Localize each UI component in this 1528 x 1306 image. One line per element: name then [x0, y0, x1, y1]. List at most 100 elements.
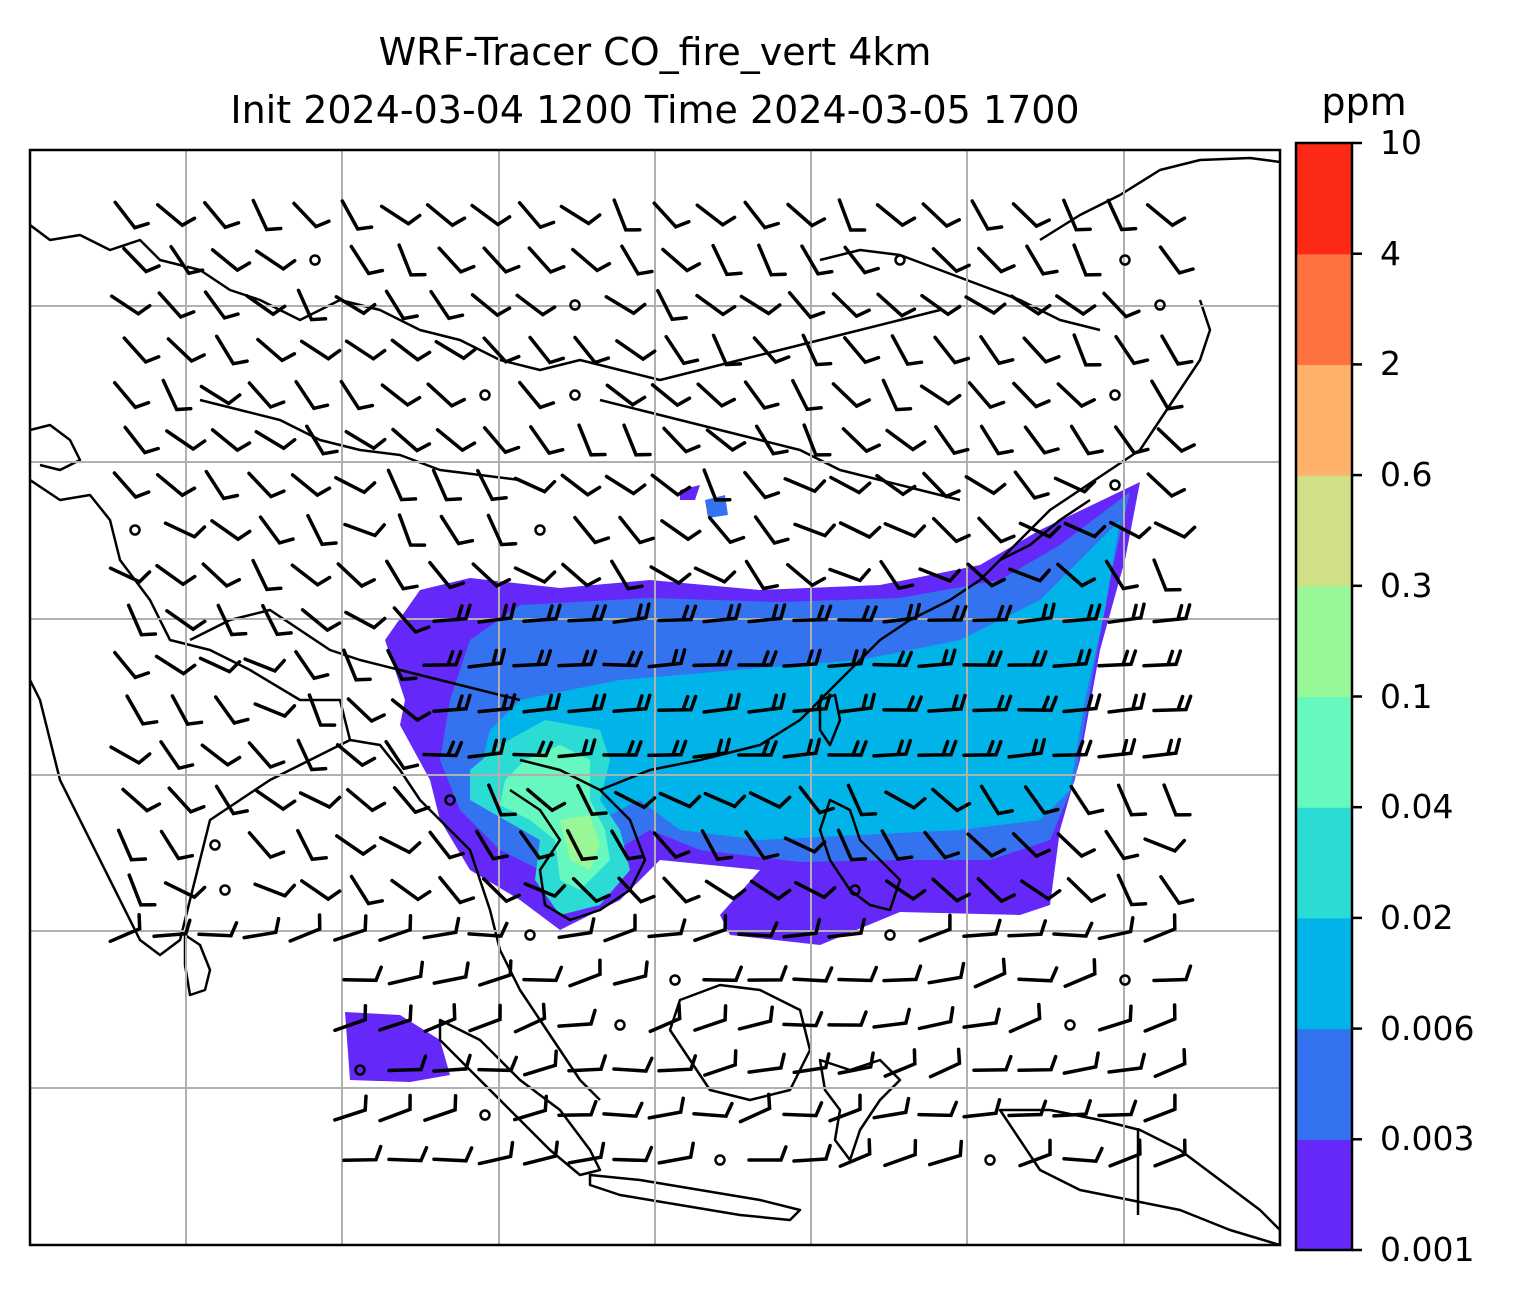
wind-barb	[470, 203, 512, 227]
wind-barb	[652, 831, 691, 860]
wind-barb	[933, 335, 971, 365]
wind-barb	[972, 694, 1013, 713]
wind-barb	[617, 876, 656, 904]
wind-barb	[437, 246, 476, 274]
wind-barb	[397, 243, 427, 277]
colorbar-tick-label: 10	[1380, 123, 1422, 162]
wind-barb	[392, 606, 431, 635]
wind-barb	[703, 1049, 738, 1077]
wind-barb	[711, 243, 743, 277]
wind-barb	[423, 1003, 457, 1033]
wind-barb	[522, 965, 564, 983]
wind-barb	[661, 247, 702, 273]
wind-barb	[782, 1101, 824, 1118]
wind-barb	[471, 562, 512, 589]
wind-barb	[513, 566, 557, 585]
wind-barb	[918, 913, 952, 943]
wind-barb	[1152, 694, 1193, 713]
colorbar-segment	[1296, 1028, 1352, 1140]
wind-barb	[390, 698, 432, 723]
wind-barb	[782, 917, 822, 939]
wind-barb	[290, 563, 332, 587]
wind-barb	[829, 475, 872, 495]
calm-wind-circle	[354, 1064, 366, 1076]
wind-barb	[349, 244, 385, 276]
wind-barb	[477, 1055, 519, 1073]
map-frame	[28, 148, 1282, 1247]
colorbar-tick-label: 0.04	[1380, 787, 1454, 827]
wind-barb	[962, 739, 1003, 757]
wind-barb	[343, 522, 386, 538]
calm-wind-circle	[894, 254, 906, 266]
wind-barb	[201, 562, 242, 589]
wind-barb	[883, 1048, 917, 1078]
wind-barb	[1063, 958, 1097, 988]
wind-barb	[1152, 964, 1193, 983]
calm-wind-circle	[714, 1154, 726, 1166]
wind-barb	[828, 567, 871, 583]
wind-barb	[155, 473, 197, 498]
wind-barb	[743, 200, 780, 230]
wind-barb	[340, 199, 374, 231]
wind-barb	[513, 1002, 547, 1034]
wind-barb	[378, 1004, 413, 1032]
wind-barb	[557, 1099, 598, 1117]
wind-barb	[876, 292, 917, 318]
wind-barb	[296, 288, 328, 322]
wind-barb	[112, 380, 151, 410]
wind-barb	[979, 784, 1014, 816]
coastline-java	[588, 1173, 802, 1222]
wind-barb	[428, 830, 465, 860]
wind-barb	[1008, 1002, 1042, 1034]
wind-barb	[344, 429, 387, 451]
wind-barb	[1153, 1138, 1187, 1168]
wind-barb	[1019, 879, 1062, 902]
wind-barb	[429, 289, 465, 321]
calm-wind-circle	[569, 389, 581, 401]
wind-barb	[692, 737, 731, 759]
wind-barb	[288, 913, 322, 943]
wind-barb	[384, 739, 420, 771]
wind-barb	[966, 562, 1007, 588]
wind-barb	[1097, 1099, 1138, 1118]
wind-barb	[467, 737, 506, 759]
wind-barb	[335, 743, 377, 768]
wind-barb	[792, 1143, 832, 1163]
wind-barb	[1063, 521, 1107, 539]
wind-barb	[827, 648, 867, 669]
wind-barb	[559, 204, 602, 226]
wind-barb	[333, 914, 368, 942]
wind-barb	[785, 562, 827, 588]
wind-barb	[296, 738, 328, 772]
wind-barb	[612, 602, 651, 624]
wind-barb	[346, 697, 386, 724]
wind-barb	[737, 650, 778, 667]
wind-barb	[300, 608, 342, 633]
wind-barb	[1072, 243, 1102, 277]
wind-barb	[702, 965, 743, 983]
wind-barb	[113, 650, 151, 680]
wind-barb	[1018, 1138, 1052, 1168]
wind-barb	[1022, 336, 1061, 364]
wind-barb	[1116, 873, 1148, 907]
wind-barb	[1052, 921, 1094, 938]
wind-barb	[159, 740, 195, 771]
wind-barb	[467, 921, 509, 938]
wind-barb	[928, 1047, 962, 1079]
wind-barb	[1009, 294, 1052, 316]
plume-contour-high	[480, 520, 1120, 840]
calm-wind-circle	[1109, 389, 1121, 401]
wind-barb	[1116, 783, 1148, 817]
wind-barb	[747, 1052, 786, 1074]
wind-barb	[927, 961, 966, 985]
calm-wind-circle	[614, 1019, 626, 1031]
wind-barb	[1142, 737, 1182, 759]
wind-barb	[962, 650, 1003, 667]
wind-barb	[557, 738, 597, 759]
wind-barb	[478, 959, 513, 987]
calm-wind-circle	[849, 884, 861, 896]
wind-barb	[802, 423, 832, 457]
wind-barb	[296, 828, 328, 862]
wind-barb	[872, 650, 914, 668]
wind-barb	[109, 745, 152, 766]
